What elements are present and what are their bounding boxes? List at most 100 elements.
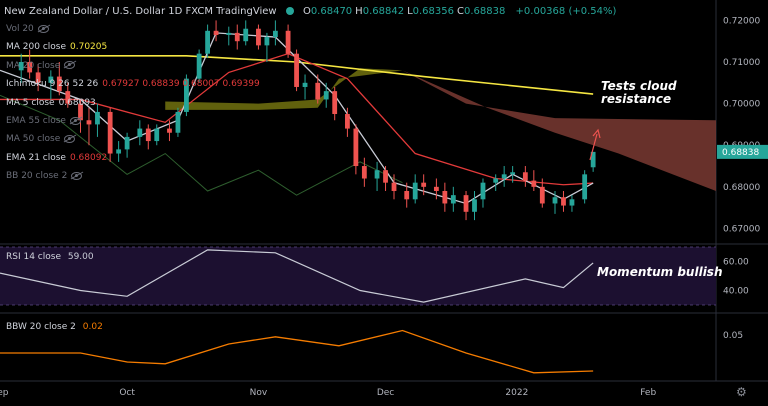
time-tick-label: Feb (640, 388, 656, 398)
candle-body[interactable] (315, 82, 321, 100)
annotation-arrow-head (592, 128, 601, 139)
candle-body[interactable] (323, 91, 329, 100)
candle-body[interactable] (539, 186, 545, 204)
legend-value: 0.68092 (69, 152, 108, 163)
candle-body[interactable] (561, 197, 566, 206)
ohlc-values: O0.68470 H0.68842 L0.68356 C0.68838 (303, 6, 508, 17)
eye-hidden-icon[interactable] (64, 61, 76, 70)
eye-hidden-icon[interactable] (69, 116, 81, 125)
candle-body[interactable] (107, 111, 113, 154)
candle-body[interactable] (234, 32, 240, 42)
candle-body[interactable] (116, 149, 122, 154)
candle-body[interactable] (501, 174, 507, 179)
candle-body[interactable] (383, 170, 388, 183)
ohlc-key-o: O (302, 6, 311, 17)
candle-body[interactable] (463, 195, 469, 212)
legend-row[interactable]: Ichimoku 9 26 52 26 0.67927 0.68839 0.680… (6, 79, 260, 90)
candle-body[interactable] (302, 82, 308, 87)
candle-body[interactable] (48, 76, 54, 83)
rsi-line (0, 249, 594, 303)
candle-body[interactable] (18, 62, 24, 71)
last-price-label: 0.68838 (722, 148, 759, 158)
candle-body[interactable] (65, 91, 71, 104)
ohlc-value-l: 0.68356 (412, 6, 454, 17)
candle-body[interactable] (184, 78, 189, 112)
bbw-line (0, 329, 594, 374)
bbw-tick-label: 0.05 (723, 331, 743, 341)
candle-body[interactable] (86, 120, 92, 125)
candle-body[interactable] (124, 136, 130, 150)
ichimoku-cloud-bearish (402, 70, 716, 191)
legend-row[interactable]: MA 5 close 0.68093 (6, 98, 96, 109)
legend-row[interactable]: BB 20 close 2 (6, 171, 83, 182)
time-tick-label: Sep (0, 388, 9, 398)
price-change: +0.00368 (+0.54%) (515, 6, 617, 17)
gear-icon[interactable]: ⚙ (736, 385, 747, 399)
candle-body[interactable] (361, 166, 367, 179)
candle-body[interactable] (145, 128, 151, 142)
candle-body[interactable] (522, 172, 528, 181)
price-tick-label: 0.70000 (723, 100, 760, 110)
candle-body[interactable] (35, 72, 41, 83)
time-tick-label: Dec (377, 388, 394, 398)
candle-body[interactable] (78, 103, 83, 121)
candle-body[interactable] (404, 190, 410, 200)
candle-body[interactable] (450, 195, 456, 204)
candle-body[interactable] (256, 28, 261, 46)
candle-body[interactable] (285, 30, 291, 54)
candle-body[interactable] (137, 128, 143, 137)
candle-body[interactable] (552, 197, 558, 204)
candle-body[interactable] (175, 111, 181, 133)
legend-label: MA 5 close (6, 97, 55, 108)
candle-body[interactable] (442, 190, 448, 204)
candle-body[interactable] (353, 128, 359, 167)
candle-body[interactable] (243, 28, 249, 42)
candle-body[interactable] (421, 182, 427, 187)
legend-label: EMA 55 close (6, 116, 66, 126)
candle-body[interactable] (226, 32, 232, 35)
candle-body[interactable] (332, 91, 338, 115)
legend-row[interactable]: EMA 55 close (6, 116, 81, 127)
ichimoku-cloud-bullish (165, 68, 403, 110)
candle-body[interactable] (391, 182, 397, 191)
candle-body[interactable] (345, 114, 350, 129)
candle-body[interactable] (531, 180, 537, 187)
candle-body[interactable] (213, 30, 219, 35)
candle-body[interactable] (374, 170, 380, 179)
candle-body[interactable] (590, 151, 596, 168)
eye-hidden-icon[interactable] (71, 171, 83, 180)
candle-body[interactable] (264, 37, 270, 46)
candle-body[interactable] (472, 199, 477, 212)
candle-body[interactable] (154, 128, 160, 142)
candle-body[interactable] (205, 30, 210, 54)
candle-body[interactable] (196, 53, 202, 79)
candle-body[interactable] (272, 30, 278, 38)
candle-body[interactable] (412, 182, 418, 200)
candle-body[interactable] (294, 53, 299, 87)
candle-body[interactable] (480, 182, 486, 200)
symbol-title[interactable]: New Zealand Dollar / U.S. Dollar 1D FXCM… (4, 6, 277, 17)
legend-row[interactable]: MA 200 close 0.70205 (6, 42, 107, 53)
last-price-badge (717, 144, 768, 159)
candle-body[interactable] (433, 186, 439, 191)
candle-body[interactable] (95, 111, 100, 125)
candle-body[interactable] (493, 178, 499, 183)
candle-body[interactable] (582, 174, 588, 200)
time-tick-label: Oct (119, 388, 135, 398)
legend-row[interactable]: Vol 20 (6, 24, 49, 35)
legend-row[interactable]: MA 50 close (6, 134, 76, 145)
legend-label: Vol 20 (6, 24, 34, 34)
rsi-legend-label: RSI 14 close (6, 252, 61, 262)
eye-hidden-icon[interactable] (64, 134, 76, 143)
candle-body[interactable] (167, 128, 172, 133)
candle-body[interactable] (510, 172, 516, 175)
candle-body[interactable] (27, 62, 33, 73)
candle-body[interactable] (569, 199, 575, 206)
eye-hidden-icon[interactable] (37, 24, 49, 33)
legend-row[interactable]: EMA 21 close 0.68092 (6, 153, 107, 164)
candle-body[interactable] (56, 76, 62, 92)
legend-row[interactable]: MA 20 close (6, 61, 76, 72)
series-line-ma-5-close (0, 32, 594, 205)
